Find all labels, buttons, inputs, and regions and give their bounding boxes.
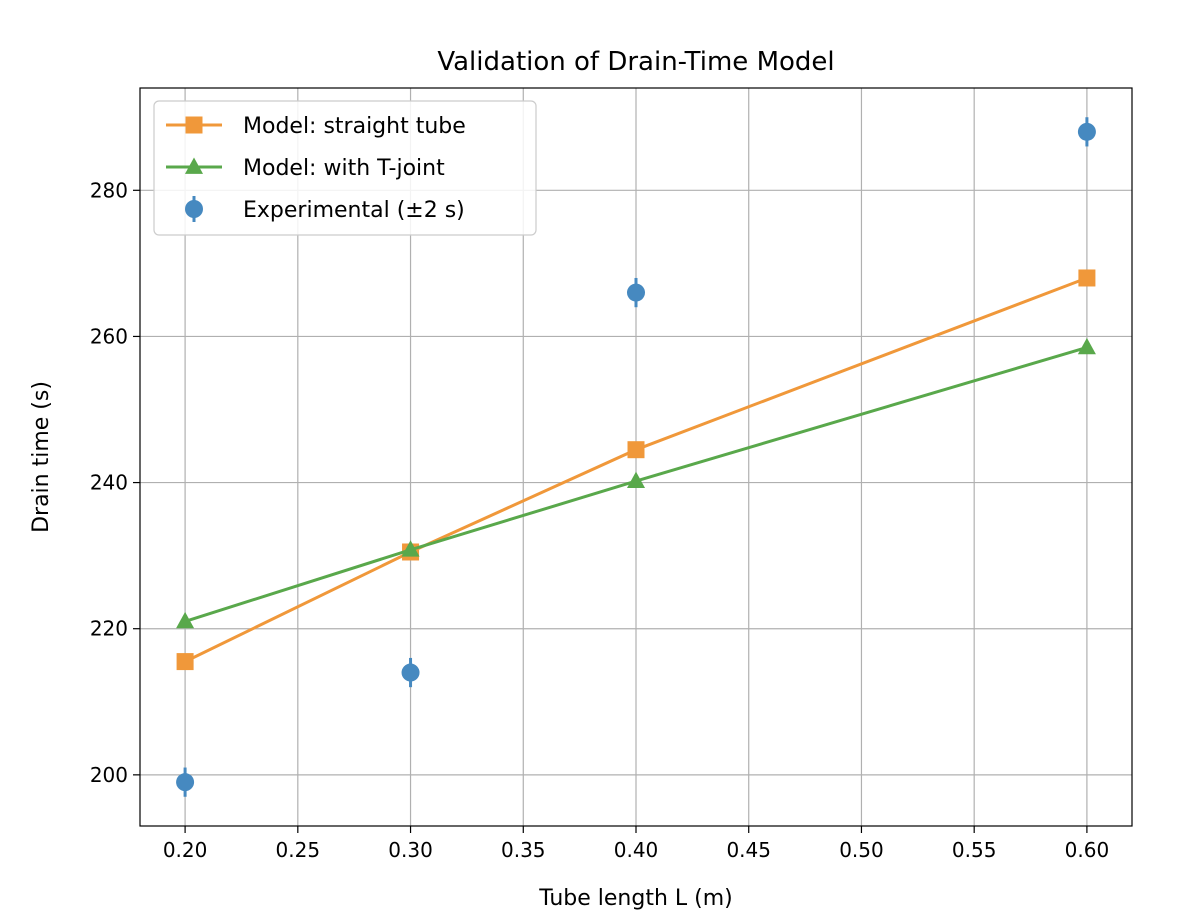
data-point (401, 540, 420, 557)
series-line (184, 276, 1088, 663)
axis-ticks: 0.20 0.25 0.30 0.35 0.40 0.45 0.50 0.55 0.60 200 2… (90, 178, 1109, 862)
x-tick-label: 0.25 (276, 838, 321, 862)
legend-label: Experimental (±2 s) (243, 198, 465, 223)
data-point (626, 471, 646, 488)
legend-box (153, 100, 537, 236)
y-tick-label: 240 (90, 471, 128, 495)
data-point (401, 663, 420, 682)
data-point (1077, 122, 1096, 141)
chart-title: Validation of Drain-Time Model (437, 47, 834, 77)
series-2 (176, 117, 1096, 797)
x-tick-label: 0.45 (726, 838, 771, 862)
legend-label: Model: with T-joint (243, 156, 445, 181)
series-layer (176, 117, 1096, 797)
x-tick-label: 0.50 (839, 838, 884, 862)
x-tick-label: 0.55 (952, 838, 997, 862)
y-tick-label: 220 (90, 617, 128, 641)
legend-entry: Experimental (±2 s) (185, 196, 465, 223)
legend-entries: Model: straight tube Model: with T-joint E… (166, 114, 466, 223)
legend-label: Model: straight tube (243, 114, 466, 139)
data-point (176, 611, 195, 629)
series-1 (176, 337, 1096, 629)
x-tick-label: 0.60 (1065, 838, 1110, 862)
data-point (627, 441, 645, 459)
y-tick-label: 200 (90, 763, 128, 787)
data-point (1077, 337, 1096, 355)
y-tick-label: 280 (90, 178, 128, 202)
legend-entry: Model: straight tube (166, 114, 466, 139)
legend-marker (184, 157, 204, 174)
legend-marker (185, 200, 203, 218)
x-axis-label: Tube length L (m) (538, 886, 733, 911)
data-point (627, 283, 645, 302)
x-tick-label: 0.35 (501, 838, 546, 862)
legend-marker (185, 116, 203, 134)
legend: Model: straight tube Model: with T-joint E… (153, 100, 537, 236)
series-line (184, 345, 1088, 623)
x-tick-label: 0.20 (163, 838, 208, 862)
series-0 (176, 269, 1096, 671)
y-tick-label: 260 (90, 324, 128, 348)
data-point (176, 773, 195, 792)
x-tick-label: 0.40 (614, 838, 659, 862)
legend-entry: Model: with T-joint (166, 156, 445, 181)
data-point (1078, 269, 1096, 287)
x-tick-label: 0.30 (388, 838, 433, 862)
y-axis-label: Drain time (s) (29, 381, 54, 533)
data-point (176, 653, 194, 671)
